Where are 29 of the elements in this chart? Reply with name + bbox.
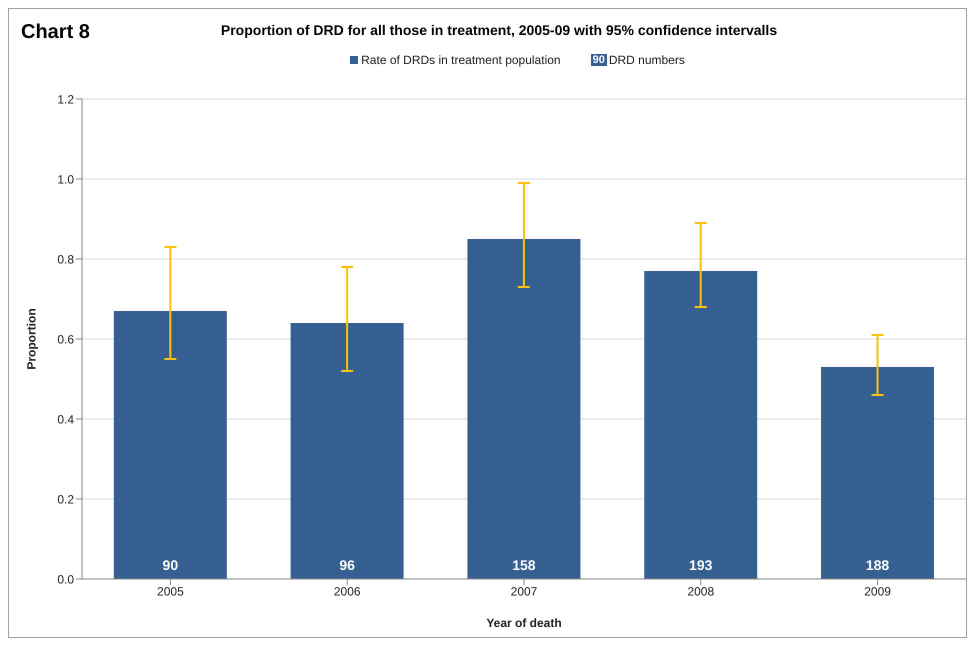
- y-tick-label: 1.0: [57, 172, 74, 186]
- annotation: 188: [866, 557, 890, 573]
- x-tick-label: 2006: [334, 584, 361, 599]
- y-axis-title: Proportion: [24, 308, 38, 370]
- text: DRD numbers: [608, 53, 685, 67]
- text: 90: [592, 54, 605, 66]
- y-tick-label: 0.0: [57, 572, 74, 586]
- y-tick-label: 0.4: [57, 412, 74, 426]
- annotation: 158: [512, 557, 536, 573]
- annotation: 96: [339, 557, 356, 573]
- bar: [467, 239, 580, 579]
- x-tick-label: 2008: [687, 584, 714, 599]
- chart-title: Proportion of DRD for all those in treatment, 2005-09 with 95% confidence intervalls: [220, 22, 778, 38]
- annotation: 193: [689, 557, 713, 573]
- y-tick-label: 1.2: [57, 92, 74, 106]
- y-tick-label: 0.2: [57, 492, 74, 506]
- x-tick-label: 2005: [157, 584, 184, 599]
- x-axis-title: Year of death: [486, 616, 562, 630]
- bar: [644, 271, 758, 579]
- legend-label: Rate of DRDs in treatment population: [360, 53, 561, 67]
- bar: [821, 367, 934, 579]
- x-tick-label: 2007: [510, 584, 538, 599]
- x-tick-label: 2009: [864, 584, 892, 599]
- y-tick-label: 0.8: [57, 252, 74, 266]
- caption: Chart 8: [21, 21, 90, 44]
- bar: [290, 323, 404, 579]
- y-tick-label: 0.6: [57, 332, 74, 346]
- bar: [114, 311, 227, 579]
- annotation: 90: [162, 557, 178, 573]
